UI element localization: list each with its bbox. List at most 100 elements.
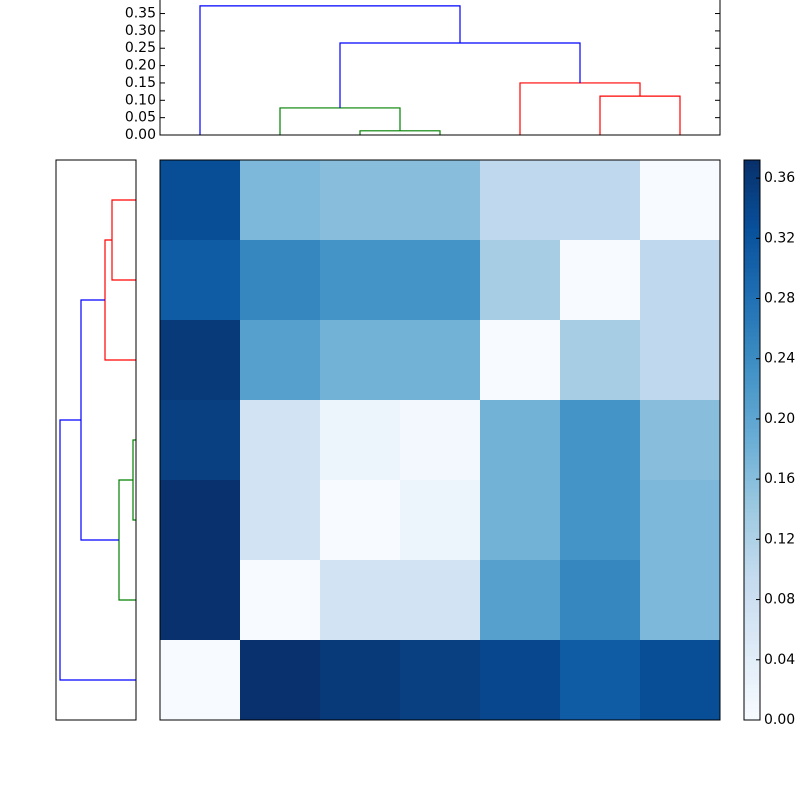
heatmap-cell (160, 480, 241, 561)
colorbar-segment (744, 688, 760, 693)
colorbar-segment (744, 436, 760, 441)
colorbar-segment (744, 244, 760, 249)
heatmap-cell (400, 560, 481, 641)
colorbar-segment (744, 460, 760, 465)
colorbar-tick-label: 0.36 (764, 170, 795, 186)
colorbar-segment (744, 444, 760, 449)
colorbar-segment (744, 528, 760, 533)
colorbar-segment (744, 520, 760, 525)
colorbar-segment (744, 524, 760, 529)
colorbar-segment (744, 588, 760, 593)
colorbar-frame (743, 159, 761, 721)
colorbar-segment (744, 176, 760, 181)
heatmap-cell (480, 160, 561, 241)
heatmap-cell (240, 560, 321, 641)
colorbar-segment (744, 508, 760, 513)
heatmap-cell (400, 640, 481, 721)
heatmap-cell (400, 400, 481, 481)
colorbar-segment (744, 492, 760, 497)
colorbar-segment (744, 484, 760, 489)
heatmap-cell (560, 400, 641, 481)
heatmap-cell (640, 400, 721, 481)
colorbar-segment (744, 700, 760, 705)
colorbar-segment (744, 608, 760, 613)
colorbar-segment (744, 604, 760, 609)
heatmap-cell (320, 400, 401, 481)
heatmap-cell (160, 560, 241, 641)
colorbar-segment (744, 532, 760, 537)
heatmap-cell (640, 240, 721, 321)
colorbar-segment (744, 220, 760, 225)
colorbar-segment (744, 364, 760, 369)
colorbar-segment (744, 684, 760, 689)
colorbar-segment (744, 272, 760, 277)
heatmap-cell (480, 480, 561, 561)
colorbar-segment (744, 452, 760, 457)
colorbar-tick-label: 0.24 (764, 351, 795, 367)
colorbar-tick-label: 0.04 (764, 652, 795, 668)
colorbar-tick-label: 0.00 (764, 712, 795, 728)
colorbar-segment (744, 320, 760, 325)
colorbar-segment (744, 504, 760, 509)
colorbar-segment (744, 160, 760, 165)
colorbar-segment (744, 224, 760, 229)
colorbar-segment (744, 184, 760, 189)
colorbar-segment (744, 168, 760, 173)
colorbar-segment (744, 312, 760, 317)
heatmap-cell (640, 160, 721, 241)
colorbar-segment (744, 476, 760, 481)
heatmap-cell (640, 480, 721, 561)
colorbar-segment (744, 408, 760, 413)
colorbar-segment (744, 568, 760, 573)
colorbar-segment (744, 620, 760, 625)
colorbar-segment (744, 644, 760, 649)
colorbar-segment (744, 288, 760, 293)
colorbar-segment (744, 648, 760, 653)
heatmap-cell (400, 160, 481, 241)
heatmap-cell (560, 320, 641, 401)
heatmap-cell (160, 160, 241, 241)
colorbar-segment (744, 392, 760, 397)
axes-frame (159, 159, 721, 721)
y-tick-label: 0.10 (125, 92, 156, 108)
colorbar-segment (744, 576, 760, 581)
colorbar-segment (744, 440, 760, 445)
colorbar-segment (744, 172, 760, 177)
colorbar-segment (744, 668, 760, 673)
colorbar-segment (744, 200, 760, 205)
heatmap-cell (320, 480, 401, 561)
colorbar-segment (744, 412, 760, 417)
colorbar-tick-label: 0.28 (764, 290, 795, 306)
heatmap-cell (320, 560, 401, 641)
colorbar-segment (744, 236, 760, 241)
heatmap-cell (480, 640, 561, 721)
y-tick-label: 0.35 (125, 6, 156, 22)
colorbar-segment (744, 580, 760, 585)
colorbar-segment (744, 388, 760, 393)
dendrogram-link (59, 419, 136, 681)
y-tick-label: 0.25 (125, 40, 156, 56)
colorbar-segment (744, 372, 760, 377)
colorbar-segment (744, 196, 760, 201)
colorbar-segment (744, 348, 760, 353)
colorbar-segment (744, 180, 760, 185)
colorbar-segment (744, 496, 760, 501)
heatmap-cell (400, 320, 481, 401)
colorbar-segment (744, 328, 760, 333)
heatmap-cell (480, 320, 561, 401)
axes-frame (55, 159, 137, 721)
dendrogram-link (279, 107, 401, 135)
colorbar-segment (744, 672, 760, 677)
colorbar-segment (744, 632, 760, 637)
y-tick-label: 0.00 (125, 127, 156, 143)
colorbar-segment (744, 596, 760, 601)
colorbar-segment (744, 512, 760, 517)
colorbar-segment (744, 704, 760, 709)
colorbar-segment (744, 164, 760, 169)
colorbar-segment (744, 228, 760, 233)
colorbar-segment (744, 340, 760, 345)
colorbar-segment (744, 624, 760, 629)
colorbar-segment (744, 260, 760, 265)
colorbar-tick-label: 0.20 (764, 411, 795, 427)
